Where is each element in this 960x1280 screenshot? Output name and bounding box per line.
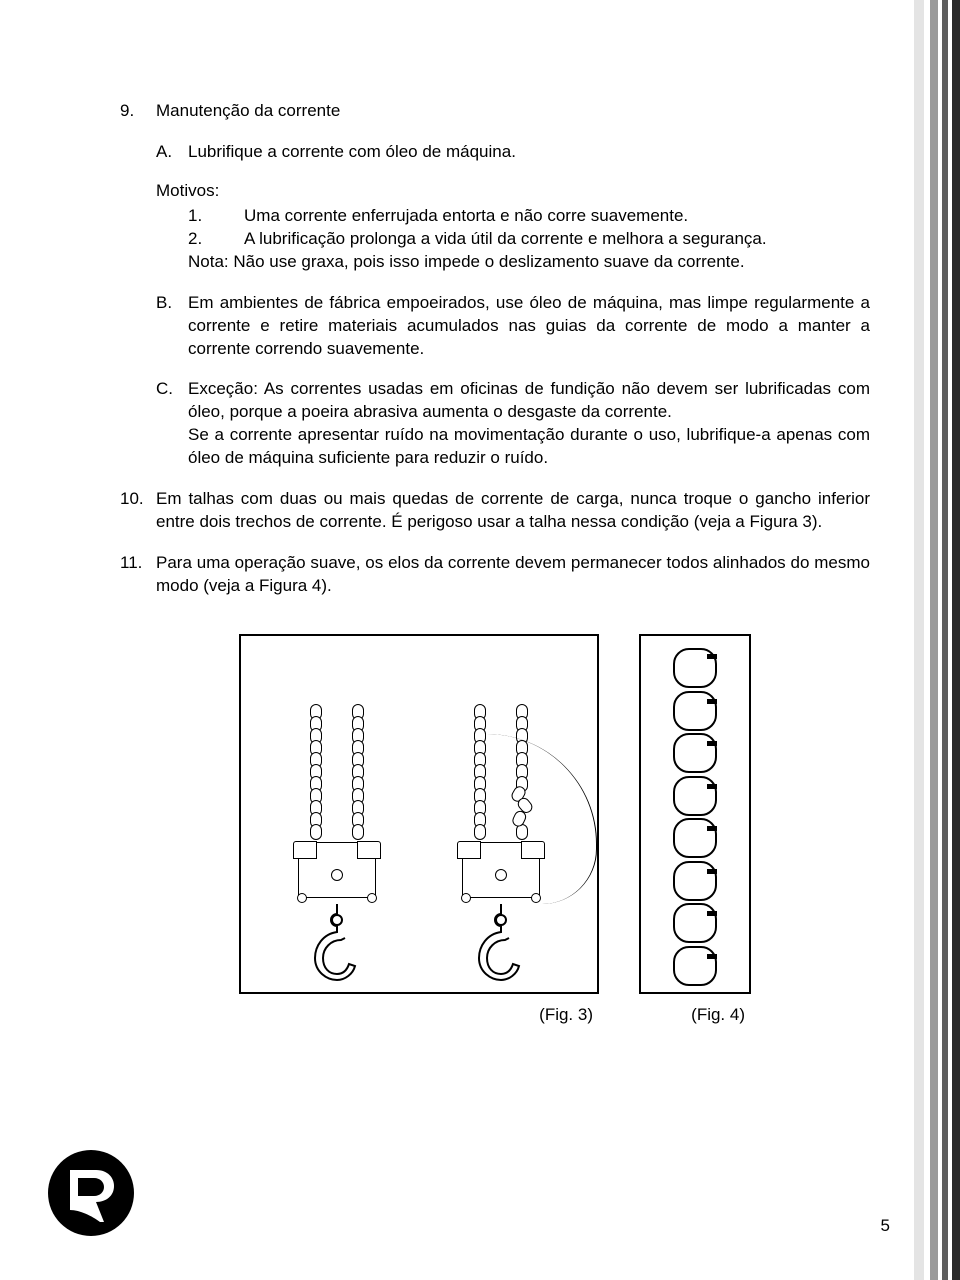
block-pin-left [461,893,471,903]
chain-link-icon [673,946,717,986]
item-9c-text1: Exceção: As correntes usadas em oficinas… [188,379,870,421]
hook-block-tangled [431,704,571,982]
content-area: 9. Manutenção da corrente A. Lubrifique … [120,100,870,1027]
block-pin [331,869,343,881]
hook-icon [473,902,529,982]
section-11-number: 11. [120,552,156,598]
nota-text: Nota: Não use graxa, pois isso impede o … [188,251,870,274]
hook-block-correct [267,704,407,982]
block-pin-right [367,893,377,903]
chain-link-icon [673,776,717,816]
motivo-2: 2. A lubrificação prolonga a vida útil d… [188,228,870,251]
chain-link-icon [673,733,717,773]
figure-3-wrapper [239,634,599,994]
section-9-title: Manutenção da corrente [156,100,870,123]
brand-logo-icon [48,1150,134,1236]
figure-4-wrapper [639,634,751,994]
figure-3-caption: (Fig. 3) [239,1004,599,1027]
chain-strand [474,704,486,836]
loose-chain-arc [487,734,597,904]
page-edge-decoration [914,0,960,1280]
chain-strand [310,704,322,836]
section-9-number: 9. [120,100,156,123]
item-9a-mark: A. [156,141,188,164]
section-10-text: Em talhas com duas ou mais quedas de cor… [156,488,870,534]
item-9b-text: Em ambientes de fábrica empoeirados, use… [188,292,870,361]
section-10-number: 10. [120,488,156,534]
item-9a-text: Lubrifique a corrente com óleo de máquin… [188,141,870,164]
item-9c-text2: Se a corrente apresentar ruído na movime… [188,425,870,467]
motivos-label: Motivos: [156,180,870,203]
page-number: 5 [881,1216,890,1236]
motivo-1-idx: 1. [188,205,244,228]
motivo-2-idx: 2. [188,228,244,251]
chain-link-icon [673,818,717,858]
block-body [298,842,376,898]
item-9c-text: Exceção: As correntes usadas em oficinas… [188,378,870,470]
item-9c-mark: C. [156,378,188,470]
chain-link-icon [673,861,717,901]
page: 9. Manutenção da corrente A. Lubrifique … [0,0,960,1280]
motivo-1: 1. Uma corrente enferrujada entorta e nã… [188,205,870,228]
figure-captions-row: (Fig. 3) (Fig. 4) [120,1004,870,1027]
figures-row [120,634,870,994]
chain-link-icon [673,691,717,731]
item-9c: C. Exceção: As correntes usadas em ofici… [156,378,870,470]
motivo-1-text: Uma corrente enferrujada entorta e não c… [244,205,870,228]
block-pin-left [297,893,307,903]
section-10: 10. Em talhas com duas ou mais quedas de… [120,488,870,534]
section-11: 11. Para uma operação suave, os elos da … [120,552,870,598]
item-9b: B. Em ambientes de fábrica empoeirados, … [156,292,870,361]
chain-link-icon [673,903,717,943]
section-11-text: Para uma operação suave, os elos da corr… [156,552,870,598]
chain-pair-left [310,704,364,836]
figure-3-inner [255,646,583,982]
figure-4-box [639,634,751,994]
section-9-heading: 9. Manutenção da corrente [120,100,870,123]
item-9a: A. Lubrifique a corrente com óleo de máq… [156,141,870,164]
hook-icon [309,902,365,982]
motivo-2-text: A lubrificação prolonga a vida útil da c… [244,228,870,251]
figure-4-caption: (Fig. 4) [639,1004,751,1027]
chain-strand [352,704,364,836]
chain-link-icon [673,648,717,688]
figure-3-box [239,634,599,994]
item-9b-mark: B. [156,292,188,361]
